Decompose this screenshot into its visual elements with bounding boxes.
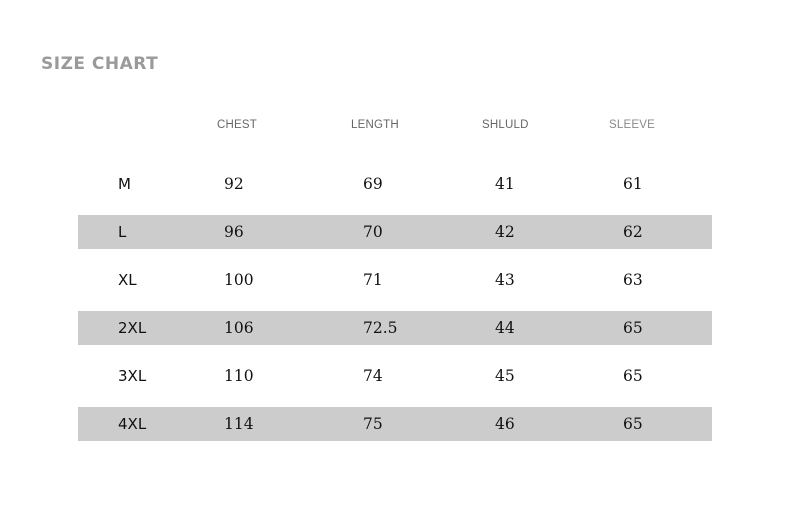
chest-value: 100	[224, 271, 254, 289]
header-chest: CHEST	[217, 119, 257, 131]
sleeve-value: 65	[623, 367, 643, 385]
chest-value: 114	[224, 415, 254, 433]
chest-value: 110	[224, 367, 254, 385]
sleeve-value: 65	[623, 415, 643, 433]
length-value: 70	[363, 223, 383, 241]
size-label: M	[118, 175, 131, 193]
length-value: 74	[363, 367, 383, 385]
length-value: 71	[363, 271, 383, 289]
chest-value: 92	[224, 175, 244, 193]
shoulder-value: 46	[495, 415, 515, 433]
sleeve-value: 63	[623, 271, 643, 289]
size-label: L	[118, 223, 127, 241]
size-label: 2XL	[118, 319, 147, 337]
sleeve-value: 61	[623, 175, 643, 193]
shoulder-value: 43	[495, 271, 515, 289]
size-label: 4XL	[118, 415, 147, 433]
length-value: 75	[363, 415, 383, 433]
length-value: 69	[363, 175, 383, 193]
size-chart-title: SIZE CHART	[41, 54, 159, 74]
chest-value: 106	[224, 319, 254, 337]
chest-value: 96	[224, 223, 244, 241]
header-shoulder: SHLULD	[482, 119, 529, 131]
shoulder-value: 41	[495, 175, 515, 193]
shoulder-value: 45	[495, 367, 515, 385]
table-row: M 92 69 41 61	[78, 167, 712, 201]
header-length: LENGTH	[351, 119, 399, 131]
sleeve-value: 65	[623, 319, 643, 337]
table-row: 2XL 106 72.5 44 65	[78, 311, 712, 345]
sleeve-value: 62	[623, 223, 643, 241]
size-label: 3XL	[118, 367, 147, 385]
table-row: XL 100 71 43 63	[78, 263, 712, 297]
shoulder-value: 44	[495, 319, 515, 337]
table-row: 3XL 110 74 45 65	[78, 359, 712, 393]
header-sleeve: SLEEVE	[609, 119, 655, 131]
shoulder-value: 42	[495, 223, 515, 241]
length-value: 72.5	[363, 319, 398, 337]
table-row: L 96 70 42 62	[78, 215, 712, 249]
table-row: 4XL 114 75 46 65	[78, 407, 712, 441]
size-label: XL	[118, 271, 137, 289]
